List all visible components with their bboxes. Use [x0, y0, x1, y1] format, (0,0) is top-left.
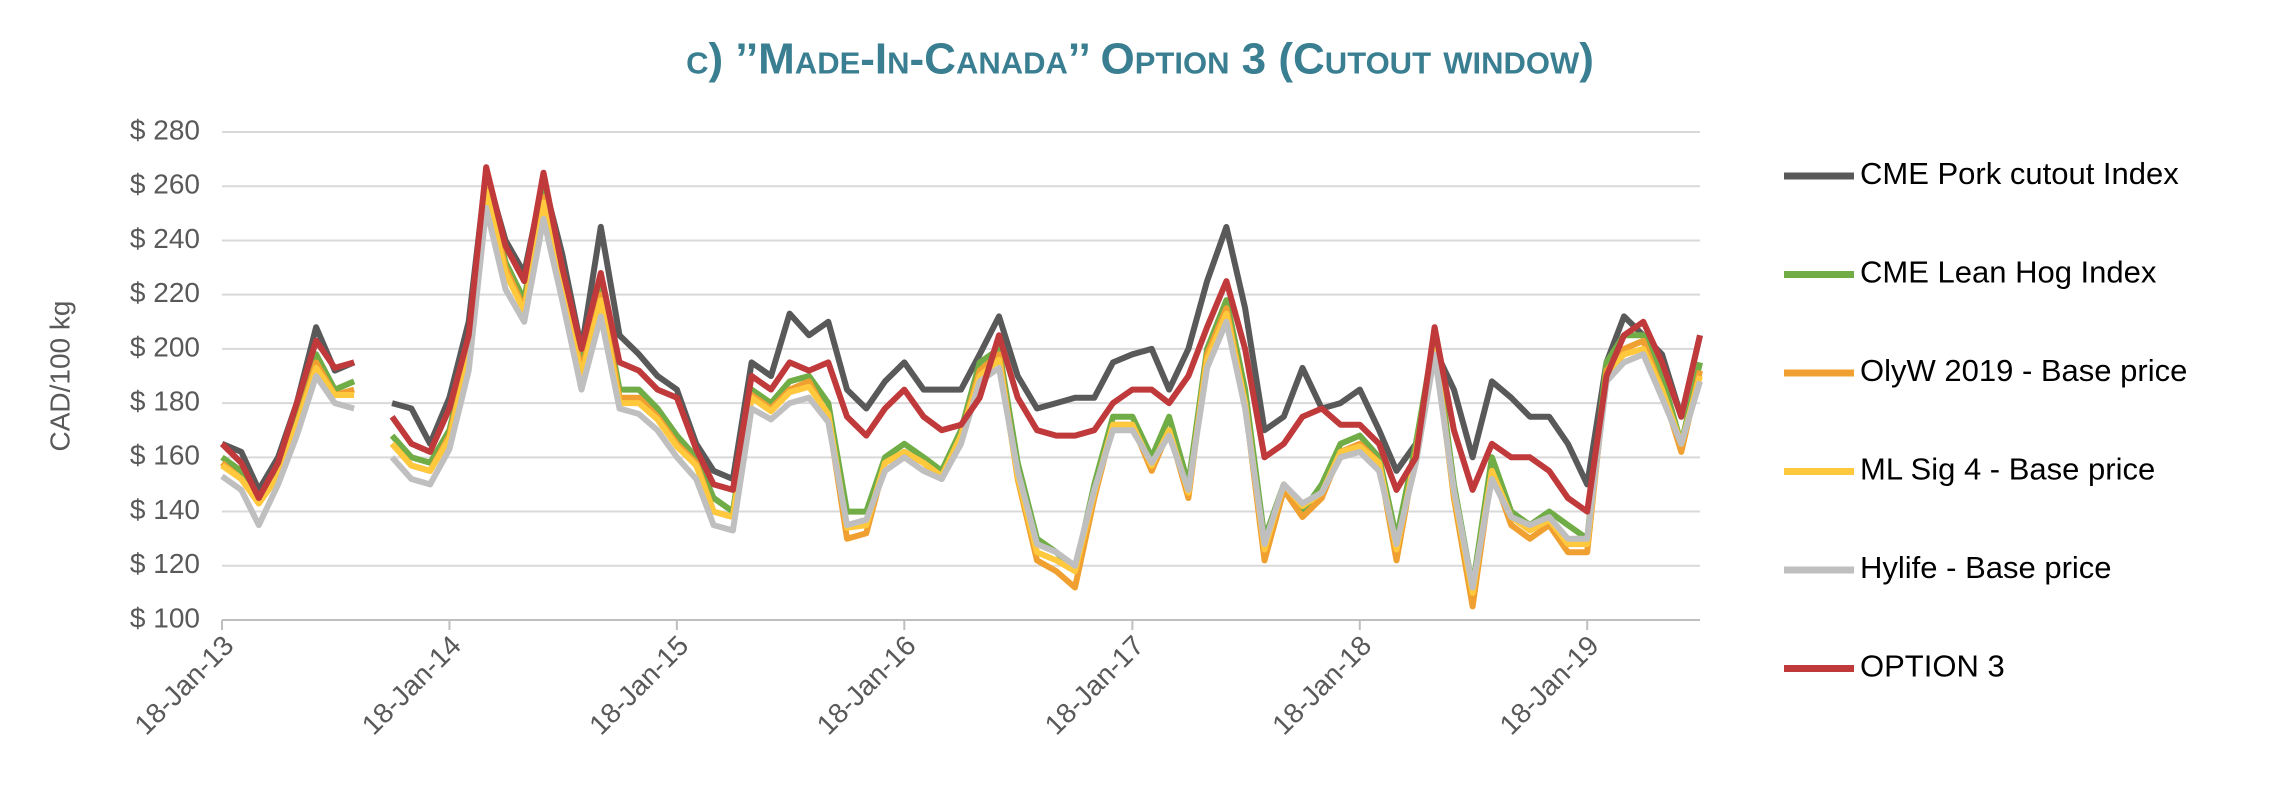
y-tick-label: $ 260 — [130, 169, 200, 200]
y-axis-label: CAD/100 kg — [44, 301, 75, 452]
legend-label: Hylife - Base price — [1860, 550, 2112, 585]
x-tick-label: 18-Jan-15 — [583, 630, 694, 741]
y-tick-label: $ 220 — [130, 277, 200, 308]
x-tick-label: 18-Jan-19 — [1494, 630, 1605, 741]
legend-label: OPTION 3 — [1860, 649, 2005, 684]
y-tick-label: $ 180 — [130, 386, 200, 417]
y-tick-label: $ 280 — [130, 114, 200, 145]
x-tick-label: 18-Jan-16 — [811, 630, 922, 741]
legend-label: CME Lean Hog Index — [1860, 255, 2157, 290]
y-tick-label: $ 140 — [130, 494, 200, 525]
series-line — [220, 204, 1703, 591]
legend-label: OlyW 2019 - Base price — [1860, 353, 2187, 388]
x-tick-label: 18-Jan-14 — [356, 630, 467, 741]
series-line — [219, 164, 1703, 515]
x-tick-label: 18-Jan-17 — [1039, 630, 1150, 741]
x-tick-label: 18-Jan-18 — [1266, 630, 1377, 741]
y-tick-label: $ 240 — [130, 223, 200, 254]
y-tick-label: $ 120 — [130, 548, 200, 579]
x-tick-label: 18-Jan-13 — [128, 630, 239, 741]
chart-title: c) ’’Made-In-Canada’’ Option 3 (Cutout w… — [686, 35, 1594, 84]
y-tick-label: $ 200 — [130, 331, 200, 362]
y-tick-label: $ 100 — [130, 602, 200, 633]
legend-label: ML Sig 4 - Base price — [1860, 452, 2155, 487]
y-tick-label: $ 160 — [130, 440, 200, 471]
legend-label: CME Pork cutout Index — [1860, 156, 2179, 191]
